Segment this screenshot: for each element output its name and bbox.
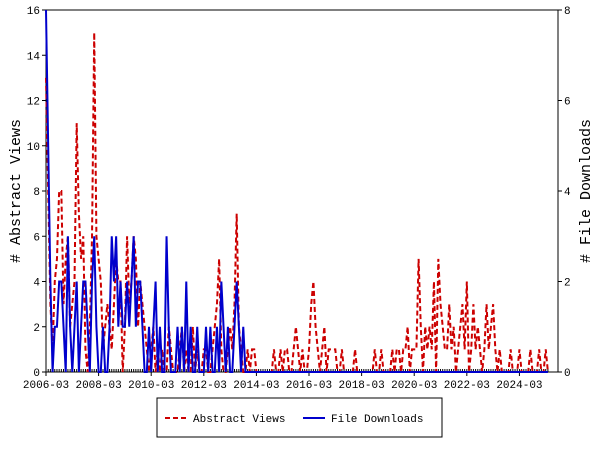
y2-tick-label: 8 [564,6,571,18]
y2-tick-label: 6 [564,97,571,109]
y-tick-label: 6 [33,232,40,244]
y2-tick-label: 2 [564,278,571,290]
y-tick-label: 0 [33,368,40,380]
x-tick-label: 2022-03 [444,380,490,392]
x-tick-label: 2020-03 [391,380,437,392]
y-axis-label: # Abstract Views [8,119,25,263]
y-tick-label: 4 [33,278,40,290]
x-tick-label: 2024-03 [496,380,542,392]
legend-box [156,397,443,438]
legend-label: Abstract Views [193,414,285,426]
y-tick-label: 16 [27,6,40,18]
y-tick-label: 2 [33,323,40,335]
y-tick-label: 8 [33,187,40,199]
y2-tick-label: 0 [564,368,571,380]
y-tick-label: 10 [27,142,40,154]
y2-tick-label: 4 [564,187,571,199]
x-tick-label: 2016-03 [286,380,332,392]
legend-label: File Downloads [331,414,423,426]
x-tick-label: 2014-03 [233,380,279,392]
x-tick-label: 2010-03 [128,380,174,392]
y-tick-label: 12 [27,97,40,109]
x-tick-label: 2006-03 [23,380,69,392]
y-tick-label: 14 [27,51,41,63]
x-tick-label: 2012-03 [181,380,227,392]
y2-axis-label: # File Downloads [578,119,595,263]
x-tick-label: 2018-03 [339,380,385,392]
series-line [45,9,548,373]
x-tick-label: 2008-03 [75,380,121,392]
